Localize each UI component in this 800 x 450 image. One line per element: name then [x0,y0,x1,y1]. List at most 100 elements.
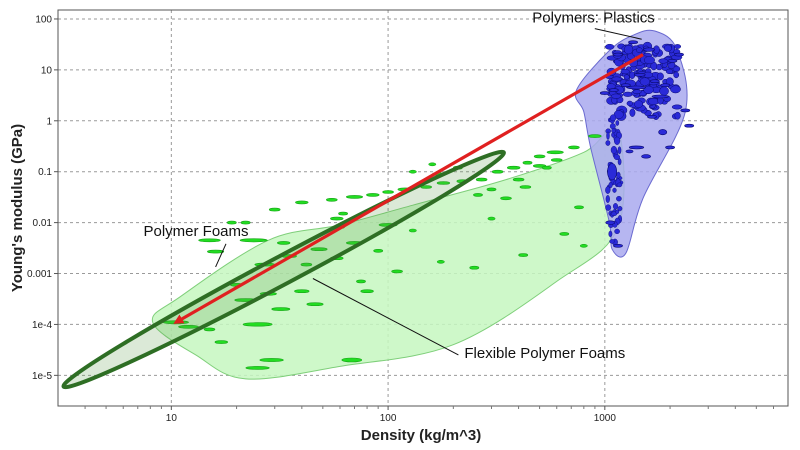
polymer-foam-point [500,196,512,201]
polymer-foam-point [574,205,584,210]
plastic-cluster-point [613,203,619,210]
plastic-cluster-point [605,204,612,211]
polymer-foam-point [259,358,284,362]
plastic-point [620,83,631,87]
plastic-point [641,154,651,159]
polymer-foam-point [300,262,313,267]
plastic-cluster-point [610,145,618,154]
plastic-point [651,94,669,99]
plastic-point [628,145,645,150]
polymer-foam-point [271,307,291,311]
polymer-foam-point [428,162,437,167]
y-axis-title: Young's modulus (GPa) [9,124,26,292]
polymer-foam-point [242,322,273,327]
plastic-cluster-point [605,186,611,194]
plastic-cluster-point [674,111,681,120]
plastic-point [613,52,623,57]
plastic-cluster-point [659,86,669,96]
plastic-cluster-point [663,44,672,52]
plastic-cluster-point [608,230,613,238]
plastic-cluster-point [616,182,623,188]
plastic-point [643,47,655,52]
trend-arrow [173,53,644,324]
plastic-cluster-point [623,74,630,80]
x-tick-label: 10 [166,413,178,424]
polymer-foam-point [240,220,251,225]
polymer-foam-point [519,185,532,189]
plastic-cluster-point [615,209,620,214]
polymer-foam-point [469,265,480,270]
polymer-foam-point [541,165,552,170]
plastic-point [608,88,619,92]
plastic-cluster-point [658,58,669,64]
y-tick-label: 1 [46,116,52,127]
polymer-foam-point [550,158,563,162]
polymer-foams-leader [215,243,227,268]
plastic-cluster-point [605,140,611,146]
polymer-foam-point [239,238,268,243]
polymer-foam-point [373,249,384,253]
plastic-cluster-point [616,171,621,179]
plastic-cluster-point [605,195,610,203]
plastic-point [625,149,634,154]
polymer-foam-point [512,177,525,182]
y-tick-label: 100 [35,14,52,25]
plastic-cluster-point [671,104,683,110]
flexible-polymer-foams-envelope [61,149,506,390]
plastic-cluster-point [656,72,664,81]
plastic-cluster-point [610,93,622,99]
polymer-foam-point [546,150,564,155]
polymer-foam-point [207,249,225,254]
x-tick-label: 100 [380,413,397,424]
polymer-foam-point [226,220,237,225]
polymer-foam-point [338,211,348,216]
plastic-point [647,115,657,119]
plastic-cluster-point [626,100,633,107]
polymer-foam-point [214,340,229,344]
plastic-cluster-point [632,89,642,94]
plastic-cluster-point [609,114,617,122]
polymer-foam-point [341,357,363,363]
plastic-cluster-point [612,187,617,193]
plastic-cluster-point [643,85,654,95]
polymer-foam-point [203,327,216,332]
plastic-cluster-point [611,76,622,82]
polymer-foam-point [382,190,394,194]
plastic-cluster-point [634,100,644,108]
plastic-cluster-point [613,154,621,161]
plastic-cluster-point [609,123,616,130]
flexible-foams-label: Flexible Polymer Foams [464,345,625,362]
polymer-foam-point [568,145,580,150]
plastic-cluster-point [606,131,610,140]
x-tick-label: 1000 [594,413,617,424]
axis-ticks: 10 100 1000 1e-5 1e-4 0.001 0.01 0.1 1 10 100 [27,14,774,424]
plastic-cluster-point [605,43,615,50]
polymer-foam-point [198,238,221,243]
polymer-foam-point [306,302,324,307]
polymer-foam-point [360,289,374,294]
plastic-point [667,59,678,63]
polymer-foam-point [487,216,496,221]
x-axis-title: Density (kg/m^3) [361,427,481,444]
polymer-foam-point [522,160,533,165]
plastic-cluster-point [611,128,616,134]
plot-frame [57,9,789,407]
polymer-foam-point [310,247,328,251]
plastic-point [660,83,671,87]
plastic-cluster-point [609,239,615,244]
plastic-cluster-point [648,97,659,106]
flexible-foams-leader [312,278,459,356]
polymer-foam-point [325,198,338,202]
plastic-cluster-point [639,77,651,86]
y-tick-label: 0.001 [27,269,52,280]
polymer-foams-label: Polymer Foams [143,223,248,240]
plastic-cluster-point [617,158,622,166]
plastic-point [680,108,691,113]
plastic-point [649,79,660,83]
polymer-foam-point [436,259,445,264]
plastic-point [628,40,638,45]
polymer-foam-point [391,269,403,274]
polymer-foam-point [491,169,504,174]
polymer-foam-point [277,241,291,245]
polymer-foam-point [588,134,602,138]
